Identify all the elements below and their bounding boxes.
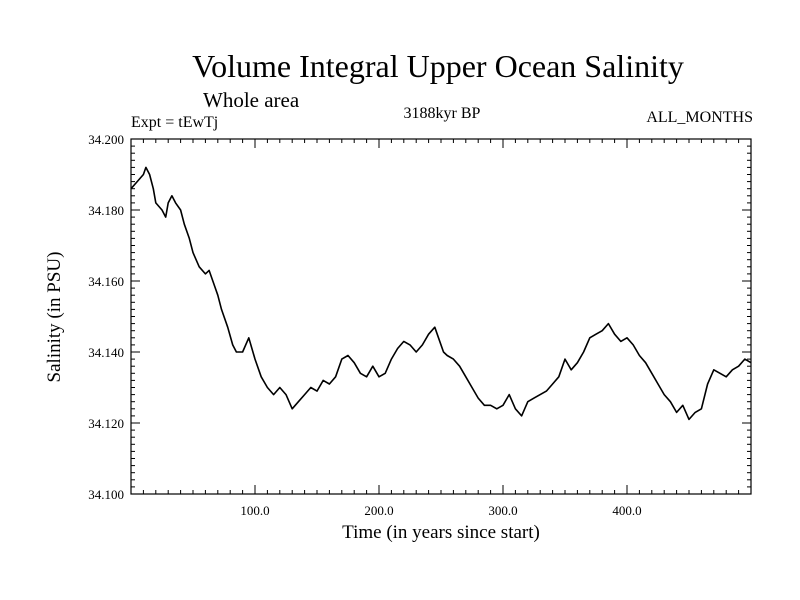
x-tick-label: 200.0: [364, 503, 393, 518]
x-tick-label: 400.0: [612, 503, 641, 518]
y-tick-label: 34.100: [88, 487, 124, 502]
experiment-label: Expt = tEwTj: [131, 114, 219, 131]
y-tick-label: 34.140: [88, 345, 124, 360]
salinity-series-line: [130, 166, 752, 421]
period-label: 3188kyr BP: [403, 105, 481, 122]
x-tick-label: 300.0: [488, 503, 517, 518]
chart-subtitle: Whole area: [203, 88, 300, 112]
months-label: ALL_MONTHS: [646, 109, 753, 126]
x-axis-label: Time (in years since start): [342, 522, 540, 543]
y-axis-label: Salinity (in PSU): [44, 251, 65, 383]
y-tick-label: 34.120: [88, 416, 124, 431]
tick-labels: 34.100 34.120 34.140 34.160 34.180 34.200 100.…: [88, 132, 641, 518]
y-tick-label: 34.160: [88, 274, 124, 289]
x-tick-label: 100.0: [240, 503, 269, 518]
chart-title: Volume Integral Upper Ocean Salinity: [192, 48, 684, 84]
y-tick-label: 34.180: [88, 203, 124, 218]
axis-ticks: [130, 138, 752, 495]
y-tick-label: 34.200: [88, 132, 124, 147]
